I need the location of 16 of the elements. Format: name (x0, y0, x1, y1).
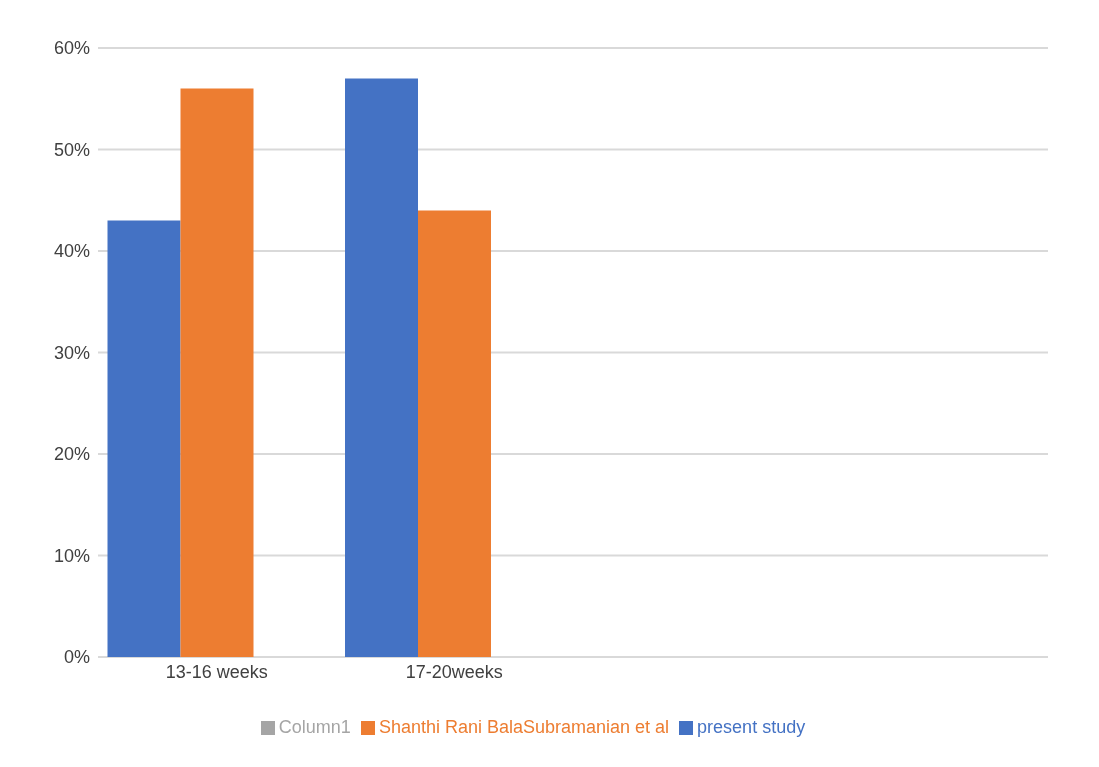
legend-label: present study (697, 717, 806, 737)
legend-label: Shanthi Rani BalaSubramanian et al (378, 717, 670, 737)
y-tick-label: 0% (63, 647, 90, 668)
y-tick-label: 20% (53, 444, 90, 465)
bar (345, 78, 418, 657)
y-tick-label: 40% (53, 241, 90, 262)
x-tick-label: 13-16 weeks (165, 661, 268, 682)
y-tick-label: 50% (53, 139, 90, 160)
bar (418, 210, 491, 657)
y-tick-label: 10% (53, 545, 90, 566)
y-tick-label: 60% (53, 38, 90, 59)
x-tick-label: 17-20weeks (405, 661, 503, 682)
bar (180, 88, 254, 657)
y-tick-label: 30% (53, 342, 90, 363)
bar (107, 220, 181, 657)
legend-label: Column1 (278, 717, 351, 737)
